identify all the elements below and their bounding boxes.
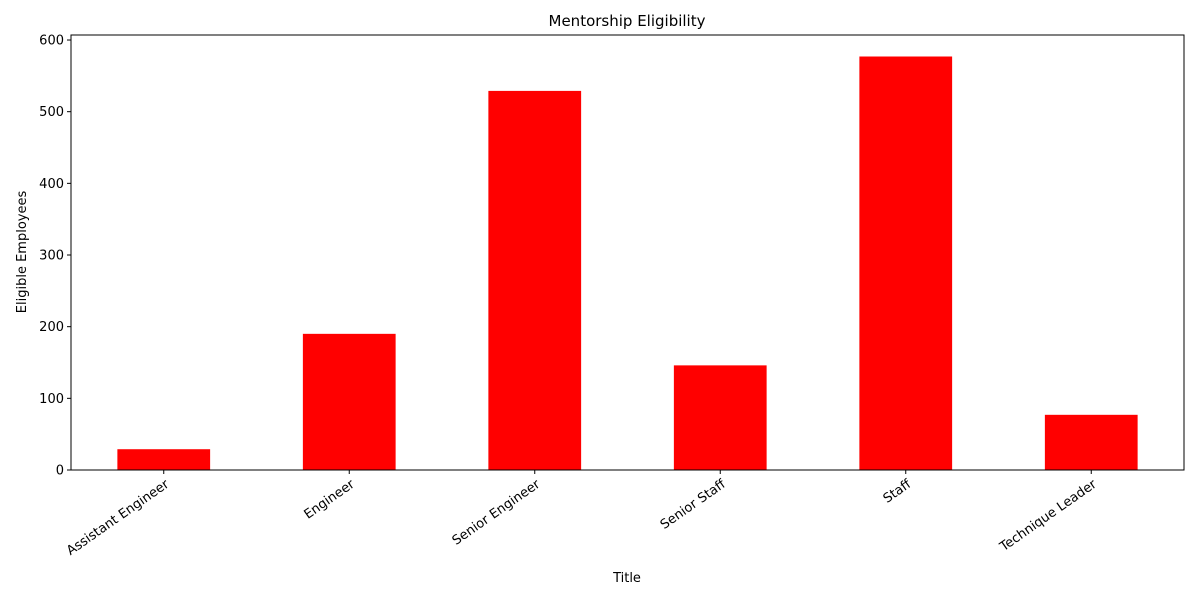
y-tick-label: 0: [56, 464, 64, 479]
plot-frame: [70, 34, 1185, 471]
bar-assistant-engineer: [117, 449, 211, 470]
y-tick-label: 200: [39, 320, 64, 335]
x-tick-label: Senior Engineer: [450, 477, 544, 549]
x-axis-label: Title: [612, 571, 641, 586]
x-axis-ticks: Assistant Engineer Engineer Senior Enginee…: [64, 470, 1100, 559]
x-tick-label: Technique Leader: [997, 477, 1100, 556]
y-tick-label: 600: [39, 34, 64, 49]
y-tick-label: 500: [39, 105, 64, 120]
y-tick-label: 100: [39, 392, 64, 407]
y-tick-label: 300: [39, 249, 64, 264]
x-tick-label: Staff: [881, 476, 915, 506]
bar-engineer: [302, 333, 396, 470]
y-tick-label: 400: [39, 177, 64, 192]
bar-senior-engineer: [488, 90, 582, 470]
bars-group: [117, 56, 1138, 470]
x-tick-label: Engineer: [302, 477, 359, 523]
bar-technique-leader: [1044, 414, 1138, 470]
y-axis-label: Eligible Employees: [15, 191, 30, 314]
bar-staff: [859, 56, 953, 470]
chart-title: Mentorship Eligibility: [549, 12, 706, 30]
y-axis-ticks: 0 100 200 300 400 500 600: [39, 34, 71, 479]
x-tick-label: Senior Staff: [658, 476, 730, 532]
bar-senior-staff: [673, 365, 767, 470]
x-tick-label: Assistant Engineer: [64, 477, 172, 559]
